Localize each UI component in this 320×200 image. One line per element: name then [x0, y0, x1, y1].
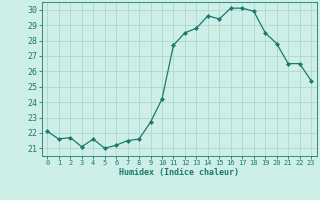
X-axis label: Humidex (Indice chaleur): Humidex (Indice chaleur) [119, 168, 239, 177]
